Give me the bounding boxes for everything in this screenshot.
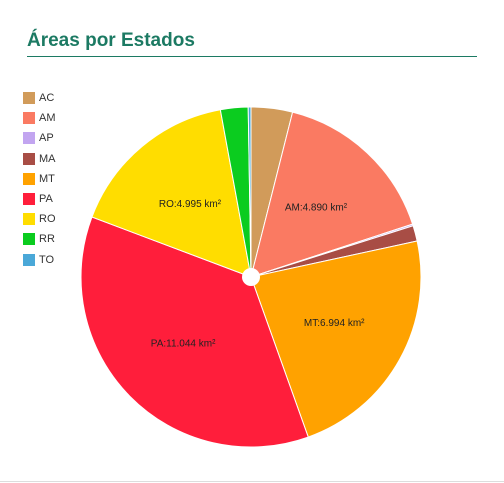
- legend-label: RR: [39, 233, 55, 246]
- pie-slice-ro[interactable]: [91, 109, 252, 278]
- legend-label: TO: [39, 253, 55, 266]
- slice-label-ro: RO:4.995 km²: [159, 199, 222, 210]
- legend-item-to[interactable]: TO: [23, 250, 56, 270]
- legend-item-ro[interactable]: RO: [23, 209, 56, 229]
- legend-label: MT: [39, 172, 55, 185]
- legend-swatch: [23, 92, 35, 105]
- pie-slice-pa[interactable]: [80, 216, 309, 448]
- legend-label: RO: [39, 213, 56, 226]
- title-divider: [27, 56, 477, 57]
- legend-item-ac[interactable]: AC: [23, 88, 56, 108]
- legend-swatch: [23, 132, 35, 145]
- legend-item-rr[interactable]: RR: [23, 229, 56, 249]
- legend-label: PA: [39, 193, 53, 206]
- legend-label: AC: [39, 92, 55, 105]
- legend-swatch: [23, 253, 35, 266]
- legend: AC AM AP MA MT PA RO RR TO: [23, 88, 56, 270]
- slice-label-pa: PA:11.044 km²: [151, 339, 216, 350]
- pie-slice-am[interactable]: [250, 111, 414, 278]
- legend-swatch: [23, 112, 35, 125]
- legend-swatch: [23, 193, 35, 206]
- legend-label: AP: [39, 132, 54, 145]
- bottom-divider: [0, 481, 504, 482]
- legend-item-ap[interactable]: AP: [23, 128, 56, 148]
- legend-item-pa[interactable]: PA: [23, 189, 56, 209]
- legend-label: AM: [39, 112, 56, 125]
- legend-swatch: [23, 152, 35, 165]
- pie-slice-to[interactable]: [247, 106, 252, 278]
- legend-label: MA: [39, 152, 56, 165]
- pie-slice-mt[interactable]: [250, 240, 422, 438]
- legend-swatch: [23, 172, 35, 185]
- legend-item-ma[interactable]: MA: [23, 149, 56, 169]
- slice-label-am: AM:4.890 km²: [285, 202, 348, 213]
- legend-item-mt[interactable]: MT: [23, 169, 56, 189]
- legend-item-am[interactable]: AM: [23, 108, 56, 128]
- chart-title: Áreas por Estados: [27, 30, 195, 51]
- slice-label-mt: MT:6.994 km²: [304, 318, 365, 329]
- legend-swatch: [23, 213, 35, 226]
- pie-center-hole: [242, 268, 260, 286]
- legend-swatch: [23, 233, 35, 246]
